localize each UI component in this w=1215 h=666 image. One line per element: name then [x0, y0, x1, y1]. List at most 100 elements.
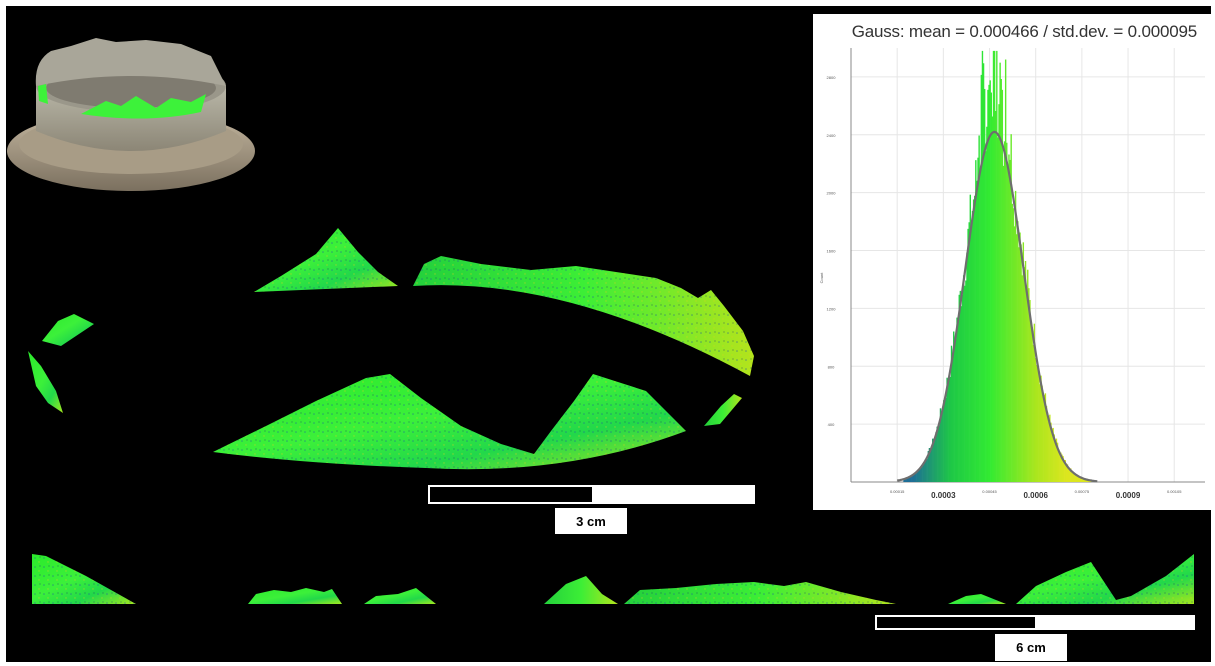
- histogram-bar: [1078, 476, 1081, 482]
- histogram-bar: [924, 460, 926, 482]
- histogram-bar: [995, 110, 997, 482]
- histogram-bar: [951, 359, 954, 482]
- histogram-bar: [989, 80, 991, 482]
- histogram-bar: [906, 477, 909, 482]
- histogram-bar: [949, 376, 952, 482]
- histogram-bar: [1059, 451, 1061, 482]
- histogram-bar: [1031, 327, 1033, 482]
- histogram-bar: [1008, 154, 1010, 482]
- histogram-bar: [964, 285, 966, 482]
- histogram-bar: [1034, 358, 1037, 482]
- histogram-bar: [908, 476, 911, 482]
- histogram-bar: [967, 228, 969, 482]
- histogram-bar: [962, 275, 965, 482]
- surface-fragments-upper: [28, 228, 754, 470]
- histogram-bar: [1060, 452, 1062, 482]
- x-tick-label-minor: 0.00045: [982, 489, 997, 494]
- histogram-bar: [986, 126, 988, 483]
- histogram-bar: [927, 450, 930, 482]
- histogram-bar: [909, 476, 912, 482]
- histogram-bar: [975, 160, 977, 483]
- histogram-bar: [965, 280, 967, 482]
- histogram-bar: [977, 157, 979, 482]
- histogram-bar: [1075, 474, 1078, 482]
- histogram-bar: [926, 459, 928, 482]
- histogram-bar: [956, 317, 958, 482]
- histogram-bar: [983, 88, 986, 482]
- x-tick-label: 0.0009: [1116, 491, 1141, 500]
- scale-bar-3cm: [428, 485, 755, 504]
- histogram-bar: [916, 470, 918, 482]
- histogram-bar: [1040, 375, 1042, 482]
- histogram-bar: [1055, 438, 1058, 482]
- histogram-bar: [1077, 476, 1080, 482]
- histogram-bar: [937, 427, 939, 482]
- histogram-bar: [961, 294, 964, 482]
- histogram-bar: [1080, 476, 1082, 482]
- chart-title: Gauss: mean = 0.000466 / std.dev. = 0.00…: [851, 22, 1198, 41]
- histogram-bar: [1007, 169, 1009, 482]
- y-tick-label: 2800: [827, 75, 837, 80]
- histogram-bar: [993, 50, 996, 482]
- histogram-bar: [1003, 141, 1006, 483]
- histogram-bar: [1004, 59, 1007, 482]
- histogram-bar: [1009, 159, 1011, 482]
- scale-bar-6cm: [875, 615, 1195, 630]
- histogram-bar: [1002, 165, 1005, 483]
- y-tick-label: 1600: [827, 249, 837, 254]
- histogram-bar: [912, 474, 914, 482]
- x-tick-label-minor: 0.00015: [890, 489, 905, 494]
- histogram-bar: [928, 447, 931, 482]
- histogram-bar: [923, 462, 925, 482]
- figure-canvas: Gauss: mean = 0.000466 / std.dev. = 0.00…: [6, 6, 1215, 662]
- histogram-bar: [971, 210, 974, 482]
- y-tick-label: 2400: [827, 133, 837, 138]
- deviation-visualization: [7, 38, 1194, 604]
- histogram-bar: [1072, 471, 1074, 482]
- histogram-bar: [1029, 299, 1031, 482]
- histogram-bar: [957, 317, 959, 482]
- histogram-bar: [1057, 449, 1060, 482]
- histogram-bar: [944, 399, 946, 482]
- histogram-bar: [1028, 288, 1030, 482]
- histogram-bar: [959, 290, 962, 482]
- histogram-bar: [946, 377, 948, 482]
- histogram-bar: [958, 294, 960, 482]
- histogram-bar: [915, 471, 917, 482]
- surface-strip-unrolled: [32, 554, 1194, 604]
- histogram-bar: [1025, 289, 1028, 482]
- histogram-bar: [947, 381, 949, 482]
- histogram-bar: [930, 446, 933, 482]
- histogram-bar: [1062, 456, 1064, 482]
- histogram-bar: [1086, 479, 1089, 482]
- histogram-bar: [960, 306, 963, 482]
- histogram-bar: [954, 337, 956, 482]
- histogram-bar: [929, 451, 932, 482]
- histogram-bar: [990, 92, 992, 482]
- histogram-bar: [979, 168, 981, 482]
- histogram-bar: [907, 477, 910, 482]
- histogram-bar: [997, 137, 999, 482]
- histogram-bar: [996, 50, 998, 482]
- histogram-bar: [1030, 323, 1032, 482]
- histogram-bar: [1011, 203, 1013, 482]
- histogram-bar: [1035, 364, 1038, 482]
- gauss-curve: [896, 130, 1098, 483]
- histogram-bar: [903, 478, 905, 482]
- histogram-bar: [999, 62, 1001, 483]
- histogram-bar: [991, 116, 994, 482]
- histogram-bar: [1018, 247, 1020, 482]
- histogram-bar: [1001, 89, 1004, 483]
- histogram-bar: [1070, 468, 1072, 482]
- histogram-panel: Gauss: mean = 0.000466 / std.dev. = 0.00…: [813, 14, 1215, 510]
- histogram-bar: [905, 478, 907, 482]
- histogram-bar: [1053, 434, 1055, 482]
- histogram-bar: [938, 425, 941, 482]
- histogram-bar: [921, 464, 923, 482]
- histogram-bar: [1032, 344, 1034, 482]
- histogram-bar: [1066, 464, 1069, 482]
- histogram-bar: [1044, 393, 1047, 482]
- histogram-bar: [945, 397, 947, 482]
- histogram-bar: [980, 74, 983, 482]
- histogram-bar: [939, 408, 942, 482]
